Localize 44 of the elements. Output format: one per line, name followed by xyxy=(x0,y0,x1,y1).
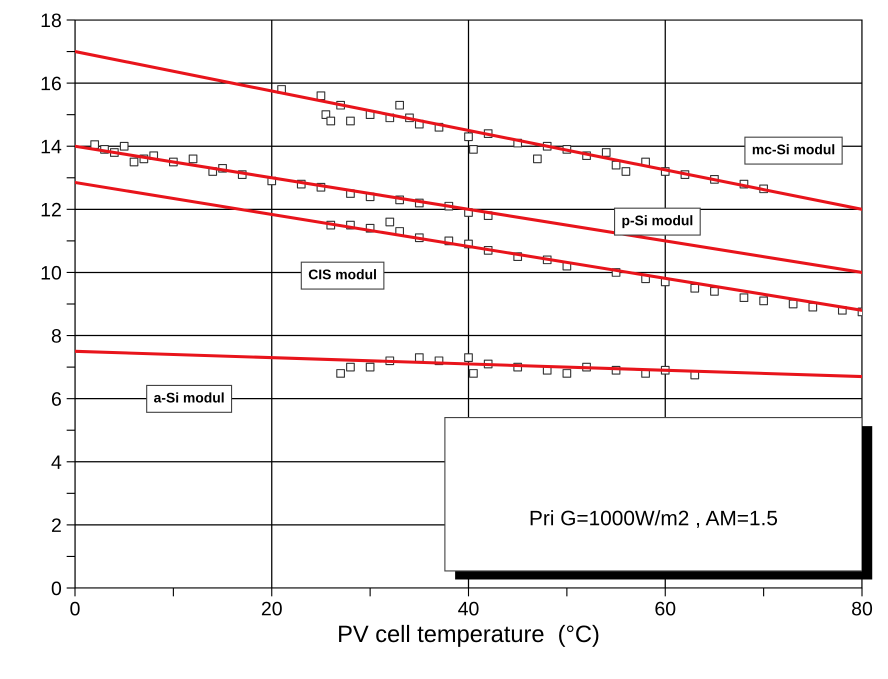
point xyxy=(120,142,129,151)
point xyxy=(740,293,748,302)
point xyxy=(464,132,473,142)
point xyxy=(562,369,572,378)
point xyxy=(759,296,768,306)
point xyxy=(385,218,394,226)
point xyxy=(622,167,630,176)
point xyxy=(469,369,478,378)
point xyxy=(464,353,473,362)
y-tick-label: 18 xyxy=(42,13,61,28)
x-tick-label: 0 xyxy=(70,602,80,616)
annotation: Pri G=1000W/m2 , AM=1.5 xyxy=(530,510,778,528)
y-tick-label: 2 xyxy=(52,518,61,532)
y-tick-label: 10 xyxy=(42,266,62,280)
point xyxy=(612,160,620,170)
point xyxy=(188,154,198,164)
point xyxy=(710,287,719,296)
y-tick-label: 4 xyxy=(51,455,62,469)
x-tick-label: 80 xyxy=(852,602,872,616)
x-axis-title: PV cell temperature (°C) xyxy=(339,624,598,647)
point xyxy=(602,148,611,157)
annotation: CIS modul xyxy=(308,269,376,280)
point xyxy=(533,154,542,164)
point xyxy=(346,116,355,126)
point xyxy=(130,158,138,166)
x-tick-label: 60 xyxy=(655,602,676,616)
y-tick-label: 12 xyxy=(42,202,61,216)
point xyxy=(395,100,404,110)
y-tick-label: 8 xyxy=(52,329,61,343)
annotation: p-Si modul xyxy=(622,215,692,228)
annotation: a-Si modul xyxy=(154,392,224,403)
y-tick-label: 6 xyxy=(52,392,61,406)
y-tick-label: 16 xyxy=(42,76,61,90)
point xyxy=(346,362,355,372)
point xyxy=(366,362,374,372)
annotation: mc-Si modul xyxy=(752,144,834,154)
point xyxy=(316,91,326,100)
x-tick-label: 20 xyxy=(262,602,282,616)
y-tick-label: 14 xyxy=(42,140,62,154)
point xyxy=(326,116,336,126)
point xyxy=(469,145,478,154)
point xyxy=(336,369,345,378)
x-tick-label: 40 xyxy=(458,602,479,616)
y-tick-label: 0 xyxy=(52,581,62,596)
